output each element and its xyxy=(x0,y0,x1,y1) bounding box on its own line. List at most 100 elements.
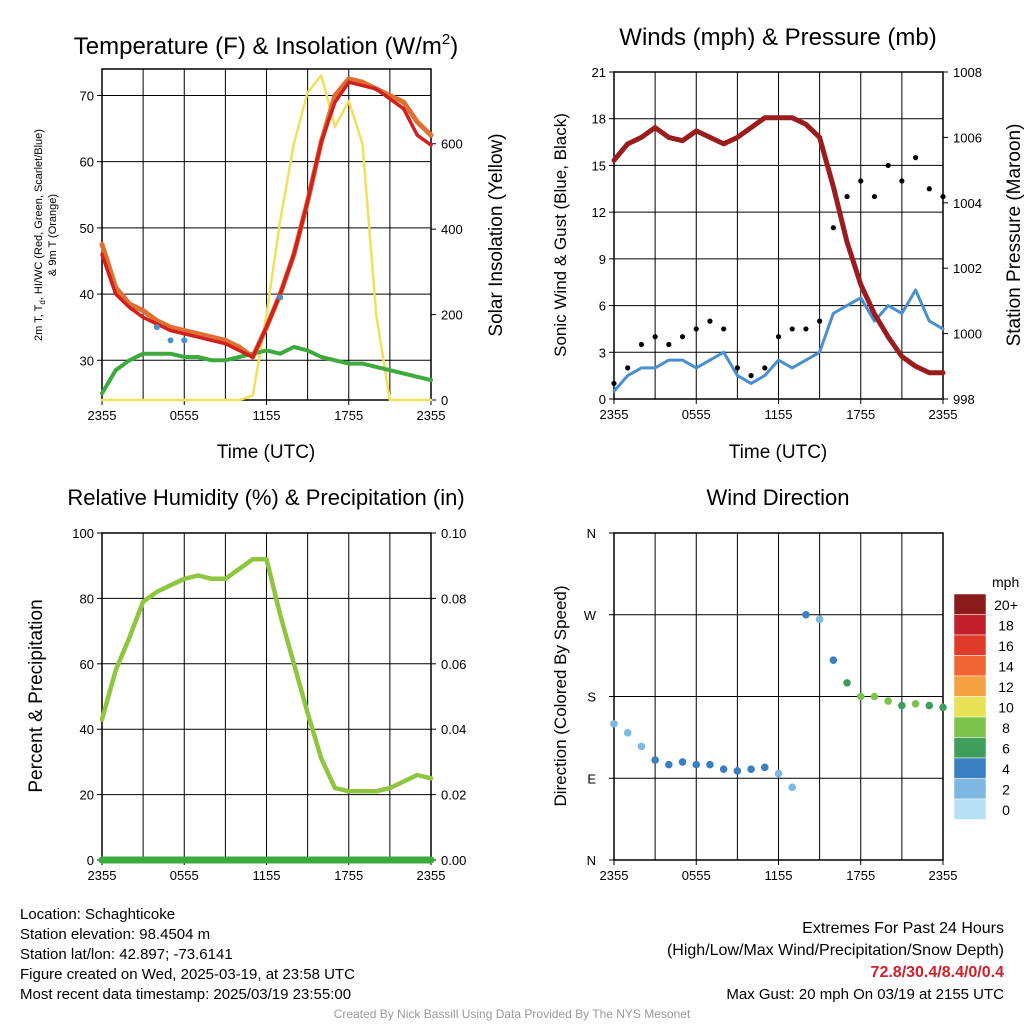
recent-data-timestamp: Most recent data timestamp: 2025/03/19 2… xyxy=(20,986,352,1003)
wind-direction-point xyxy=(637,742,646,751)
temp-plot-area xyxy=(101,68,432,405)
wind-y2-tick-label: 1002 xyxy=(953,261,982,276)
dir-x-tick-label: 2355 xyxy=(929,868,958,883)
wind-direction-point xyxy=(829,656,838,664)
legend-swatch xyxy=(953,737,987,759)
wind-gust-point xyxy=(734,365,740,371)
wind-gust-point xyxy=(803,326,809,332)
temp-y2-tick-label: 600 xyxy=(441,137,463,152)
wind-panel-title: Winds (mph) & Pressure (mb) xyxy=(619,24,936,51)
relative-humidity-line xyxy=(99,556,434,794)
wind-gust-point xyxy=(638,341,645,348)
wind-direction-point xyxy=(760,763,769,772)
wind-direction-point xyxy=(884,697,892,705)
rh-y2-tick-label: 0.00 xyxy=(441,853,466,868)
wind-x-tick-label: 0555 xyxy=(682,407,711,422)
temp-x-tick-label: 1155 xyxy=(253,408,281,423)
rh-y2-tick-label: 0.10 xyxy=(441,526,466,541)
wind-direction-point xyxy=(788,783,797,792)
wind-y-axis-label: Sonic Wind & Gust (Blue, Black) xyxy=(551,113,570,357)
dir-panel-title: Wind Direction xyxy=(706,485,849,510)
wind-plot-area xyxy=(613,71,944,404)
wind-gust-point xyxy=(912,155,919,161)
wind-gust-point xyxy=(775,334,782,340)
wind-gust-point xyxy=(652,334,658,340)
extremes-box: Extremes For Past 24 Hours (High/Low/Max… xyxy=(667,918,1004,1006)
wind-gust-point xyxy=(817,318,823,324)
station-latlon: Station lat/lon: 42.897; -73.6141 xyxy=(20,946,233,963)
insolation-line xyxy=(100,74,433,402)
wind-gust-point xyxy=(707,318,713,324)
station-info: Location: Schaghticoke Station elevation… xyxy=(20,905,355,1005)
rh-y2-tick-label: 0.02 xyxy=(441,788,466,803)
wind-gust-point xyxy=(762,365,768,371)
temp-x-tick-label: 2355 xyxy=(88,408,117,423)
extremes-values: 72.8/30.4/8.4/0/0.4 xyxy=(870,964,1004,981)
wind-gust-point xyxy=(666,341,672,348)
wind-gust-point xyxy=(830,225,836,231)
wind-y2-tick-label: 998 xyxy=(953,392,975,407)
temp-x-axis-label: Time (UTC) xyxy=(217,442,316,463)
wind-direction-point xyxy=(665,760,673,769)
wind-y-tick-label: 6 xyxy=(599,299,606,314)
dir-y-tick-label: W xyxy=(584,608,597,623)
legend-label: 12 xyxy=(998,679,1014,695)
legend-swatch xyxy=(953,757,987,779)
rh-y2-tick-label: 0.08 xyxy=(441,591,466,606)
temp-y-tick-label: 60 xyxy=(80,155,94,170)
wind-gust-point xyxy=(885,162,891,169)
legend-swatch xyxy=(953,634,987,656)
wind-x-axis-label: Time (UTC) xyxy=(729,442,828,463)
rh-y-tick-label: 60 xyxy=(80,657,94,672)
wind-direction-point xyxy=(678,758,687,766)
wind-y-tick-label: 12 xyxy=(592,205,606,220)
wind-gust-point xyxy=(940,193,946,200)
wind-y-tick-label: 18 xyxy=(592,112,606,127)
wind-x-tick-label: 1755 xyxy=(846,407,875,422)
temp-y-tick-label: 50 xyxy=(80,221,94,236)
max-gust: Max Gust: 20 mph On 03/19 at 2155 UTC xyxy=(726,986,1004,1003)
temp-y2-tick-label: 0 xyxy=(441,393,448,408)
wind-direction-point xyxy=(856,692,865,701)
rh-y2-tick-label: 0.06 xyxy=(441,657,466,672)
dir-x-tick-label: 2355 xyxy=(600,868,629,883)
temp-x-tick-label: 2355 xyxy=(417,408,446,423)
wind-y2-tick-label: 1000 xyxy=(953,327,982,342)
wind-direction-point xyxy=(911,699,920,708)
dewpoint-line xyxy=(100,345,433,396)
dir-legend-title: mph xyxy=(992,574,1019,590)
rh-y2-tick-label: 0.04 xyxy=(441,722,466,737)
wind-y2-tick-label: 1006 xyxy=(953,130,982,145)
wind-direction-point xyxy=(843,679,851,687)
wind-y-tick-label: 3 xyxy=(599,345,606,360)
temp-panel-title: Temperature (F) & Insolation (W/m2) xyxy=(74,31,458,60)
temp-y-axis-label-2: & 9m T (Orange) xyxy=(47,194,59,276)
wind-direction-point xyxy=(815,615,824,624)
wind-y2-tick-label: 1008 xyxy=(953,65,982,80)
dir-x-tick-label: 1155 xyxy=(765,868,793,883)
rh-x-tick-label: 0555 xyxy=(170,868,199,883)
extremes-subtitle: (High/Low/Max Wind/Precipitation/Snow De… xyxy=(666,942,1004,959)
wind-gust-point xyxy=(679,334,686,340)
temp-x-tick-label: 1755 xyxy=(334,408,363,423)
temp-x-tick-label: 0555 xyxy=(170,408,199,423)
wind-gust-point xyxy=(721,326,727,332)
legend-swatch xyxy=(953,675,987,697)
temp-y2-axis-label: Solar Insolation (Yellow) xyxy=(486,133,507,336)
wind-gust-point xyxy=(693,326,699,332)
dir-y-tick-label: N xyxy=(587,526,596,541)
dir-y-tick-label: E xyxy=(587,771,596,786)
wind-chill-point xyxy=(153,324,160,331)
rh-x-tick-label: 2355 xyxy=(417,868,446,883)
dir-x-tick-label: 0555 xyxy=(682,868,711,883)
wind-direction-point xyxy=(939,703,947,712)
dir-y-axis-label: Direction (Colored By Speed) xyxy=(551,585,570,806)
wind-direction-point xyxy=(692,760,701,769)
wind-y-tick-label: 9 xyxy=(599,252,606,267)
legend-swatch xyxy=(953,778,987,800)
wind-chill-point xyxy=(181,337,188,344)
rh-x-tick-label: 1755 xyxy=(334,868,363,883)
dir-y-tick-label: N xyxy=(587,853,596,868)
rh-y-tick-label: 0 xyxy=(87,853,94,868)
